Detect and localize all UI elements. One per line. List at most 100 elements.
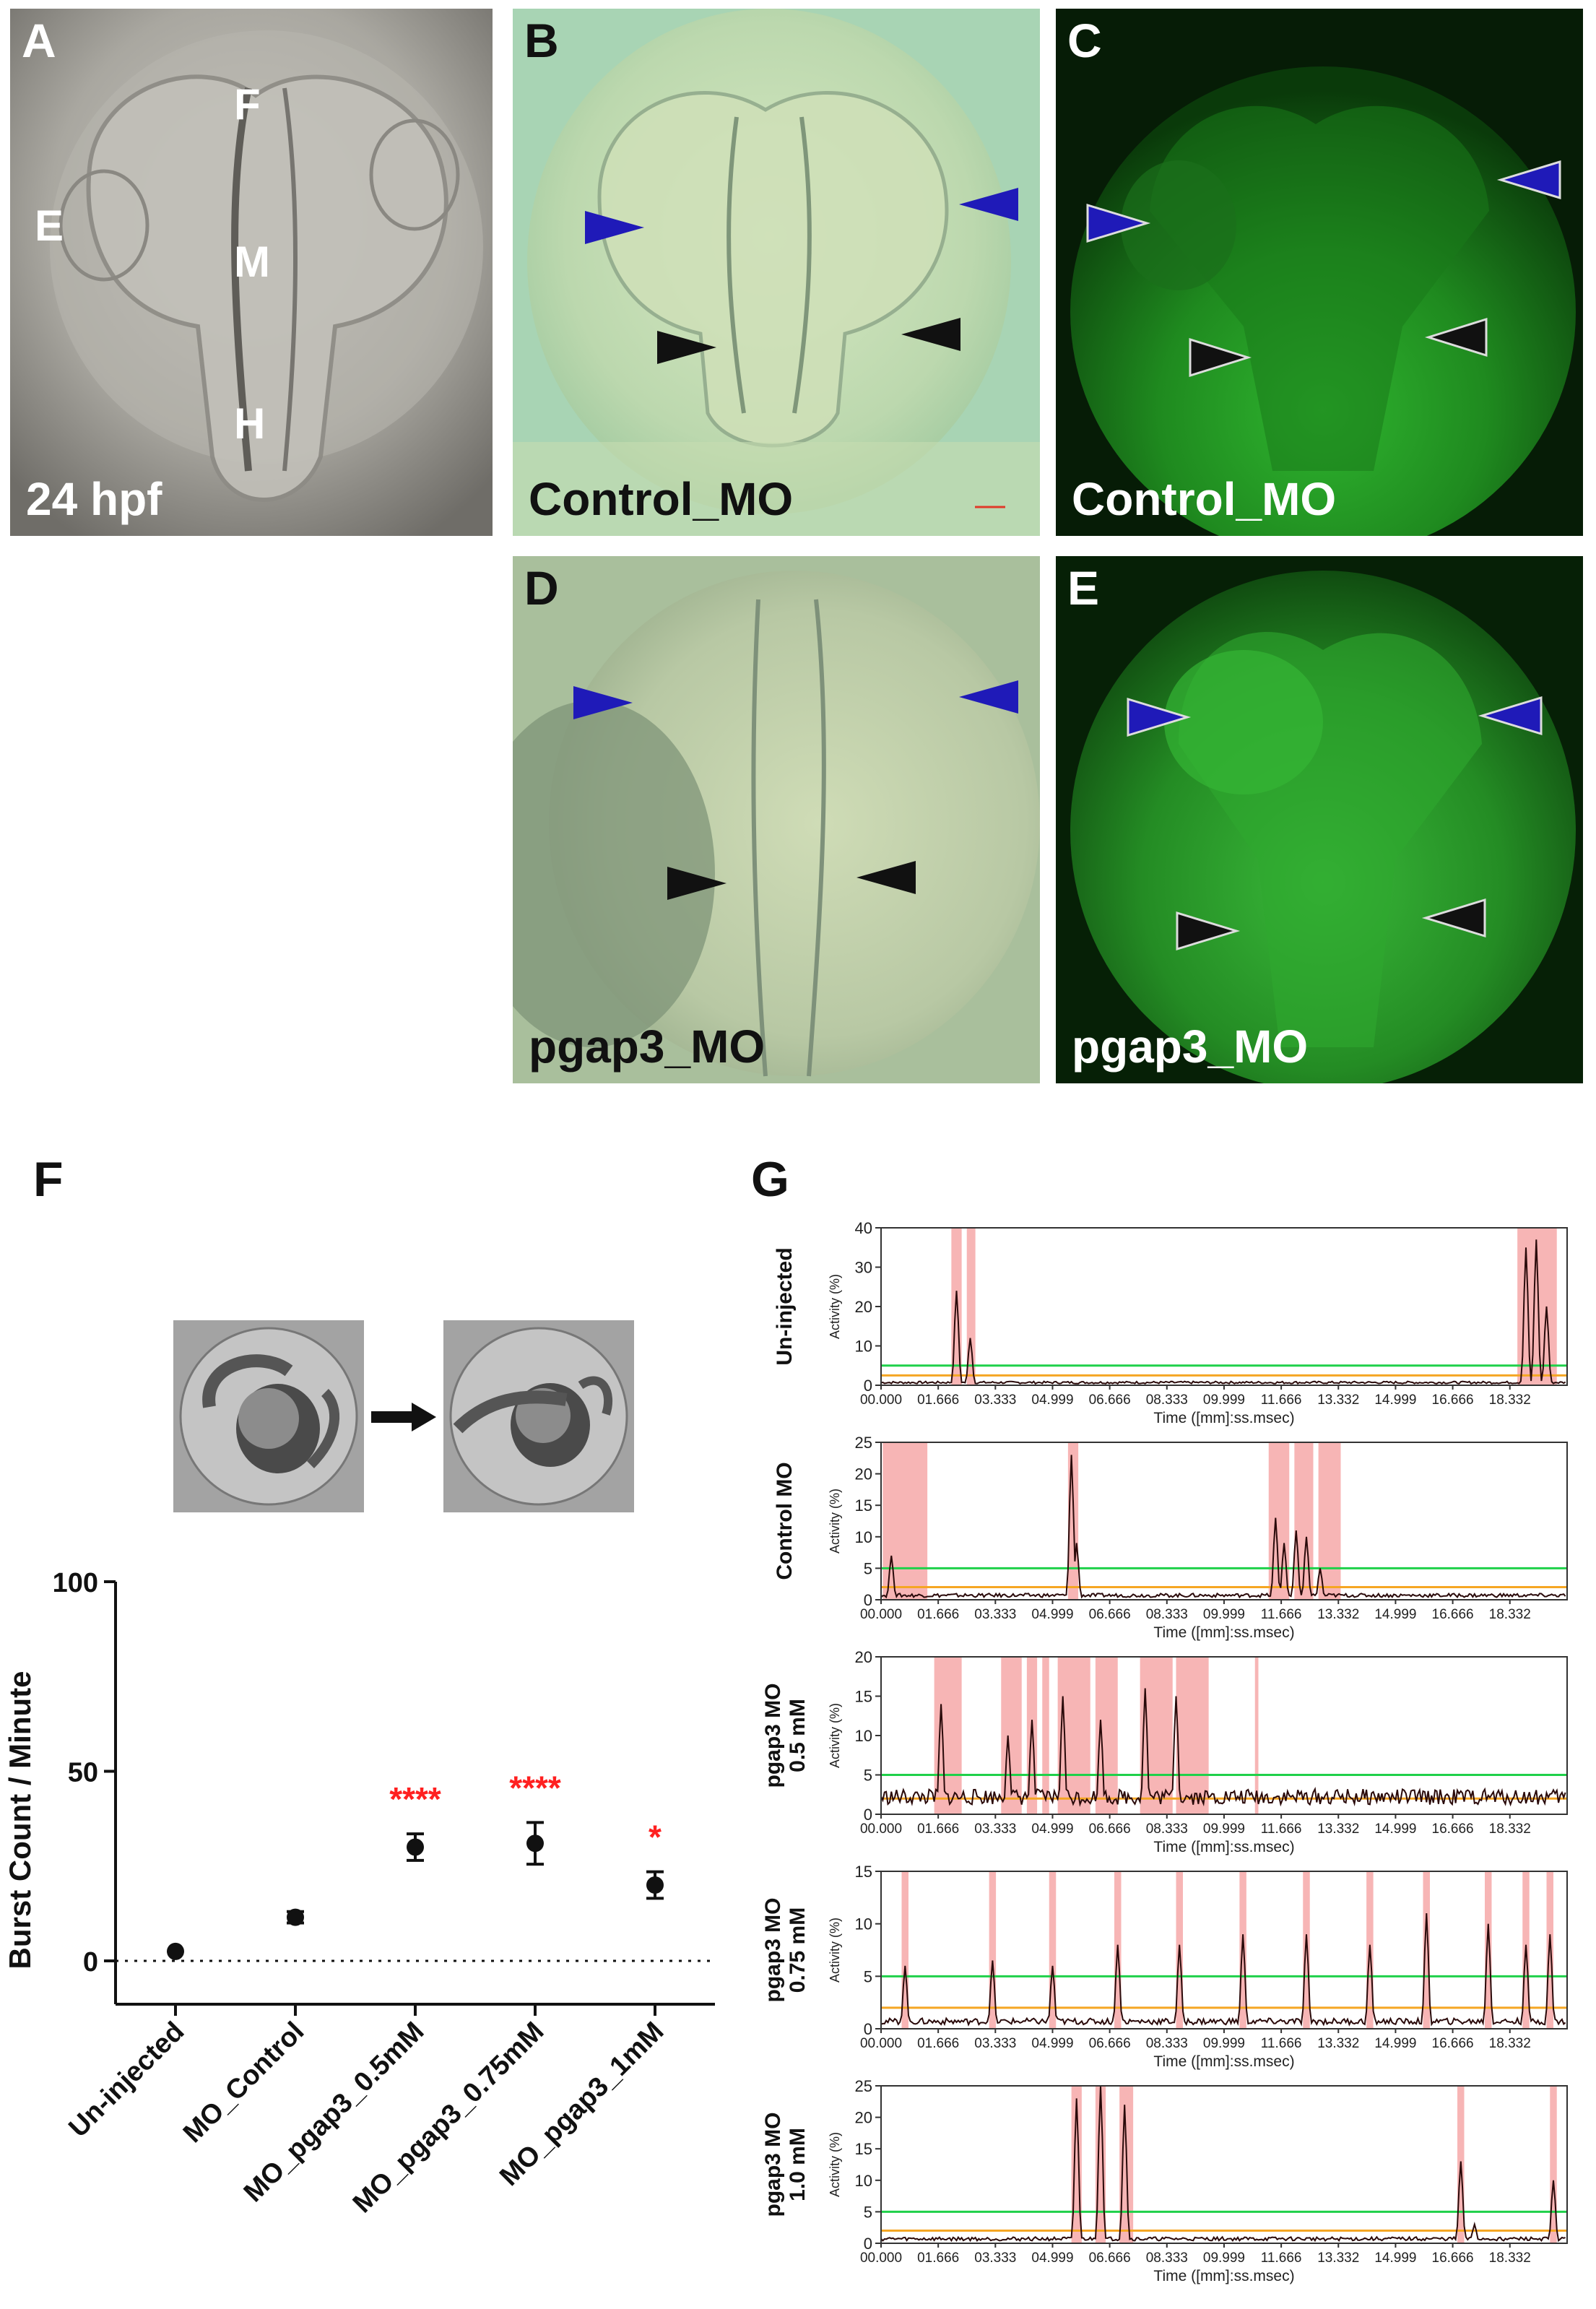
y-tick-label: 25 [855, 2077, 872, 2095]
burst-highlight [1254, 1657, 1259, 1814]
panel-e-fluorescence: E pgap3_MO [1056, 556, 1583, 1083]
panel-a-caption: 24 hpf [26, 473, 162, 525]
black-arrowhead-right [1421, 898, 1486, 938]
label-midbrain: M [234, 238, 270, 286]
burst-highlight [989, 1871, 997, 2029]
x-tick-label: 11.666 [1261, 1392, 1302, 1408]
x-tick-label: 11.666 [1261, 2250, 1302, 2266]
x-tick-label: 09.999 [1203, 1607, 1245, 1622]
y-tick-label: 100 [53, 1568, 98, 1598]
mean-point [526, 1834, 544, 1853]
trace-row: 0 5 10 15 00.000 01.666 03.333 04.999 06.666 08.3… [761, 1863, 1568, 2070]
x-tick-label: 09.999 [1203, 2036, 1245, 2051]
panel-b-image [513, 9, 1040, 536]
blue-arrowhead-left [585, 211, 644, 244]
y-axis-label: Activity (%) [828, 2132, 842, 2197]
x-tick-label: 14.999 [1374, 1821, 1416, 1837]
series-name-label: pgap3 MO [761, 2112, 785, 2217]
y-axis-label: Activity (%) [828, 1274, 842, 1339]
y-tick-label: 20 [855, 1465, 872, 1483]
y-tick-label: 0 [864, 1377, 872, 1395]
activity-trace-line [880, 1688, 1566, 1807]
y-axis-label: Activity (%) [828, 1703, 842, 1768]
embryo-image-curled [173, 1320, 364, 1512]
burst-highlight [1303, 1871, 1310, 2029]
significance-stars: * [649, 1819, 662, 1856]
blue-arrowhead-left [1127, 697, 1192, 737]
x-tick-label: 09.999 [1203, 1392, 1245, 1408]
burst-highlight [882, 1442, 928, 1600]
black-arrowhead-left [667, 867, 727, 900]
x-tick-label: 14.999 [1374, 1392, 1416, 1408]
x-tick-label: 13.332 [1317, 2250, 1359, 2266]
x-tick-label: 03.333 [974, 2036, 1016, 2051]
x-axis-label: Time ([mm]:ss.msec) [1153, 1624, 1294, 1641]
x-tick-label: 00.000 [860, 1392, 902, 1408]
chart-f-ylabel: Burst Count / Minute [3, 1671, 37, 1970]
mean-point [646, 1876, 664, 1894]
burst-highlight [1057, 1657, 1090, 1814]
x-tick-label: 06.666 [1089, 2036, 1131, 2051]
plot-frame [880, 1871, 1568, 2029]
burst-highlight [934, 1657, 962, 1814]
x-tick-label: 08.333 [1146, 1392, 1188, 1408]
x-tick-label: 11.666 [1261, 2036, 1302, 2051]
panel-c-caption: Control_MO [1072, 473, 1337, 525]
x-tick-label: 14.999 [1374, 2250, 1416, 2266]
x-axis-label: Time ([mm]:ss.msec) [1153, 2268, 1294, 2284]
x-tick-label: 01.666 [917, 2036, 959, 2051]
plot-frame [880, 1442, 1568, 1600]
blue-arrowhead-left [573, 686, 633, 719]
activity-trace-line [880, 2085, 1566, 2243]
y-axis-label: Activity (%) [828, 1489, 842, 1554]
panel-b-micrograph: B Control_MO [513, 9, 1040, 536]
y-tick-label: 25 [855, 1434, 872, 1452]
activity-trace-line [880, 1455, 1566, 1599]
x-tick-label: 08.333 [1146, 1821, 1188, 1837]
label-forebrain: F [234, 80, 261, 129]
embryo-inset-1 [173, 1320, 364, 1512]
x-tick-label: 00.000 [860, 1821, 902, 1837]
burst-highlight [1550, 2086, 1557, 2243]
x-tick-label: 00.000 [860, 1607, 902, 1622]
panel-e-letter: E [1067, 561, 1100, 615]
x-tick-label: 04.999 [1031, 2036, 1073, 2051]
y-tick-label: 15 [855, 1863, 872, 1881]
x-tick-label: 04.999 [1031, 1607, 1073, 1622]
panel-a-image [10, 9, 493, 536]
black-arrowhead-left [657, 331, 716, 364]
x-tick-label: 14.999 [1374, 1607, 1416, 1622]
plot-frame [880, 1227, 1568, 1386]
x-tick-label: 13.332 [1317, 1821, 1359, 1837]
x-tick-label: 13.332 [1317, 1392, 1359, 1408]
panel-d-arrows [573, 680, 1018, 900]
y-tick-label: 20 [855, 1648, 872, 1666]
trace-row: 0 5 10 15 20 25 00.000 01.666 03.333 04.999 06.666… [773, 1434, 1568, 1641]
series-name-label: Control MO [773, 1462, 797, 1580]
trace-row: 0 5 10 15 20 25 00.000 01.666 03.333 04.999 06.666… [761, 2077, 1568, 2284]
panel-d-caption: pgap3_MO [529, 1021, 766, 1073]
trace-row: 0 5 10 15 20 00.000 01.666 03.333 04.999 06.666 08… [761, 1648, 1568, 1855]
x-tick-label: Un-injected [63, 2016, 190, 2144]
x-tick-label: 06.666 [1089, 1392, 1131, 1408]
x-tick-label: 13.332 [1317, 1607, 1359, 1622]
x-tick-label: 16.666 [1432, 1821, 1474, 1837]
panel-c-letter: C [1067, 14, 1102, 67]
black-arrowhead-left [1176, 911, 1241, 951]
series-name-label: 0.5 mM [786, 1699, 810, 1772]
x-tick-label: 03.333 [974, 2250, 1016, 2266]
significance-stars: **** [389, 1780, 441, 1818]
x-tick-label: 03.333 [974, 1821, 1016, 1837]
x-tick-label: 16.666 [1432, 2250, 1474, 2266]
trace-row: 0 10 20 30 40 00.000 01.666 03.333 04.999 06.666 0… [773, 1219, 1568, 1426]
panel-e-caption: pgap3_MO [1072, 1021, 1309, 1073]
panel-b-arrows [585, 188, 1018, 364]
y-tick-label: 0 [864, 2235, 872, 2253]
x-tick-label: 11.666 [1261, 1607, 1302, 1622]
panel-b-letter: B [524, 14, 559, 67]
black-arrowhead-left [1189, 337, 1252, 378]
y-tick-label: 20 [855, 2109, 872, 2127]
burst-highlight [966, 1228, 976, 1385]
x-tick-label: 08.333 [1146, 1607, 1188, 1622]
activity-trace-line [880, 1239, 1566, 1385]
